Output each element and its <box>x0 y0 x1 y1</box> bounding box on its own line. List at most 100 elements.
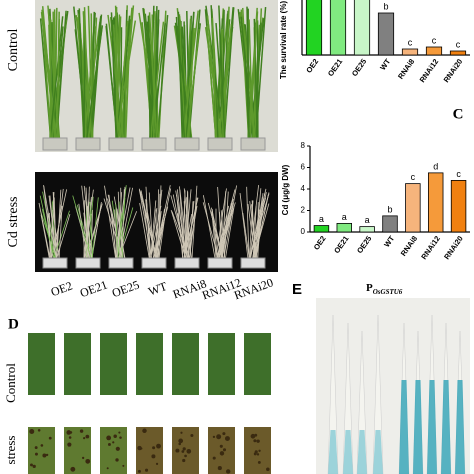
leaf <box>242 22 257 141</box>
y-tick-label: 8 <box>301 141 306 150</box>
lesion <box>182 458 186 463</box>
lesion <box>257 460 261 464</box>
dry-leaf <box>104 185 117 263</box>
pot <box>42 257 68 269</box>
pot <box>240 137 266 151</box>
dry-leaf <box>143 203 151 263</box>
lesion <box>118 431 121 434</box>
lesion <box>250 433 256 439</box>
y-tick-label: 0 <box>301 227 306 236</box>
pot <box>174 257 200 269</box>
y-axis-label: The survival rate (%) <box>279 1 288 80</box>
genotype-label: WT <box>146 279 169 299</box>
dry-leaf <box>248 188 267 263</box>
lesion <box>115 458 119 462</box>
pot <box>42 137 68 151</box>
panel-title: POsGSTU6 <box>366 282 403 296</box>
significance-letter: a <box>365 215 370 225</box>
dry-leaf <box>251 204 257 263</box>
lesion <box>151 454 156 459</box>
dry-leaf <box>246 186 250 263</box>
bar <box>450 179 467 233</box>
dry-leaf <box>219 211 224 263</box>
leaf <box>223 7 235 141</box>
lesion <box>119 436 122 439</box>
significance-letter: c <box>411 172 416 182</box>
lesion <box>184 454 187 458</box>
gus-stain <box>455 380 465 474</box>
row-label: Control <box>3 363 18 403</box>
lesion <box>40 444 44 447</box>
pot <box>75 257 101 269</box>
dry-leaf <box>83 212 90 263</box>
lesion <box>253 439 257 443</box>
row-label: stress <box>3 436 18 465</box>
lesion <box>85 434 90 439</box>
lesion <box>155 462 159 466</box>
lesion <box>212 435 216 439</box>
dry-leaf <box>148 192 155 263</box>
lesion <box>212 456 216 460</box>
dry-leaf <box>183 189 192 263</box>
control-leaf <box>136 333 163 395</box>
dry-leaf <box>252 206 257 263</box>
gus-stain <box>343 430 353 474</box>
significance-letter: b <box>387 204 392 214</box>
leaf <box>41 9 52 141</box>
leaf <box>182 10 199 141</box>
lesion <box>219 451 225 456</box>
leaf <box>114 5 124 141</box>
pot <box>141 257 167 269</box>
dry-leaf <box>248 197 267 263</box>
lesion <box>66 430 72 435</box>
lesion <box>156 443 161 449</box>
dry-leaf <box>55 213 71 263</box>
x-tick-label: RNAi12 <box>419 234 442 261</box>
stress-leaf <box>208 427 235 474</box>
genotype-label: OE25 <box>110 277 141 300</box>
dry-leaf <box>116 208 126 263</box>
lesion <box>180 431 183 434</box>
dry-leaf <box>116 185 127 263</box>
lesion <box>182 447 186 451</box>
dry-leaf <box>140 190 158 263</box>
lesion <box>113 434 117 438</box>
genotype-label: OE2 <box>49 278 74 299</box>
lesion <box>254 450 258 454</box>
control-leaf <box>208 333 235 395</box>
leaf <box>206 25 217 141</box>
leaf <box>116 14 121 141</box>
gus-stain <box>328 430 338 474</box>
leaf <box>156 15 169 141</box>
lesion <box>190 434 194 438</box>
dry-leaf <box>83 200 86 263</box>
panel-label: D <box>8 316 19 332</box>
leaf <box>211 17 218 141</box>
y-axis-label: Cd (μg/g DW) <box>281 164 290 215</box>
control-leaf <box>28 333 55 395</box>
leaf <box>82 11 93 141</box>
leaf <box>253 18 259 141</box>
gus-stain <box>441 380 451 474</box>
x-tick-label: OE21 <box>332 234 350 255</box>
leaf <box>149 21 165 141</box>
leaf <box>248 19 254 141</box>
dry-leaf <box>239 193 249 263</box>
x-tick-label: OE25 <box>350 57 368 78</box>
panel-label: E <box>292 281 302 298</box>
bar <box>329 0 347 56</box>
lesion <box>112 441 115 444</box>
leaf <box>246 6 250 141</box>
x-tick-label: OE21 <box>326 57 344 78</box>
control-leaf <box>100 333 127 395</box>
x-tick-label: OE25 <box>355 234 373 255</box>
lesion <box>175 448 180 453</box>
lesion <box>219 444 223 448</box>
leaf-photos <box>28 333 271 474</box>
dry-leaf <box>53 197 57 263</box>
dry-leaf <box>139 189 153 263</box>
lesion <box>222 432 226 436</box>
lesion <box>258 449 261 452</box>
gus-stain <box>399 380 409 474</box>
